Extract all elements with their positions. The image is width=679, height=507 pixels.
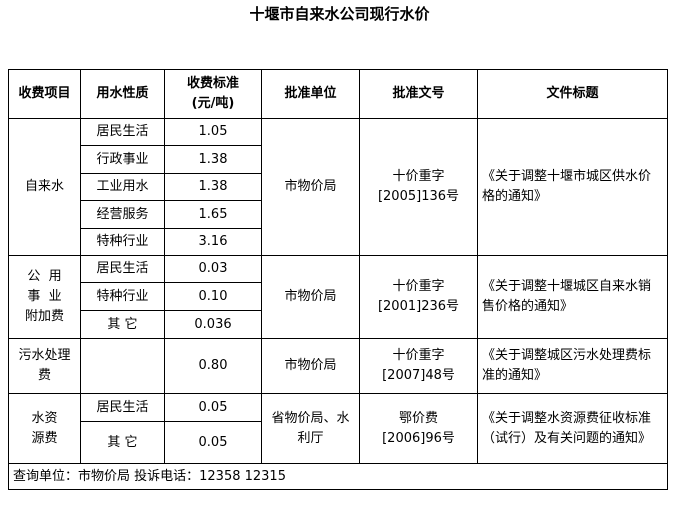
table-row: 污水处理 费 0.80 市物价局 十价重字 [2007]48号 《关于调整城区污… bbox=[8, 338, 668, 394]
doc-no-line1: 鄂价费 bbox=[398, 410, 438, 426]
doc-title-cell: 《关于调整城区污水处理费标准的通知》 bbox=[477, 338, 668, 394]
footer-text: 查询单位：市物价局 投诉电话：12358 12315 bbox=[8, 463, 668, 490]
doc-no-cell: 十价重字 [2007]48号 bbox=[359, 338, 478, 394]
table-row: 行政事业 1.38 bbox=[9, 145, 668, 174]
doc-no-cell: 鄂价费 [2006]96号 bbox=[359, 393, 478, 464]
item-line1: 水资 bbox=[31, 410, 58, 426]
item-line2: 事 业 bbox=[27, 289, 62, 304]
doc-no-line1: 十价重字 bbox=[392, 169, 445, 184]
item-cell: 自来水 bbox=[8, 118, 81, 256]
doc-title-cell: 《关于调整十堰市城区供水价格的通知》 bbox=[477, 118, 668, 256]
price-cell: 1.38 bbox=[164, 173, 262, 201]
table-row: 特种行业 3.16 bbox=[9, 228, 668, 256]
table-row: 其 它 0.05 bbox=[9, 421, 668, 464]
doc-no-line1: 十价重字 bbox=[392, 279, 445, 294]
nature-cell: 其 它 bbox=[80, 421, 165, 464]
footer-row: 查询单位：市物价局 投诉电话：12358 12315 bbox=[8, 463, 668, 490]
nature-cell: 特种行业 bbox=[80, 282, 165, 311]
nature-cell: 经营服务 bbox=[80, 200, 165, 229]
price-cell: 0.80 bbox=[164, 338, 262, 394]
item-line1: 公 用 bbox=[27, 269, 62, 284]
price-cell: 1.05 bbox=[164, 118, 262, 146]
table-header-row: 收费项目 用水性质 收费标准 (元/吨) 批准单位 批准文号 文件标题 bbox=[8, 69, 668, 119]
nature-cell: 居民生活 bbox=[80, 393, 165, 422]
doc-no-line1: 十价重字 bbox=[392, 348, 445, 363]
header-doc-no: 批准文号 bbox=[359, 69, 478, 119]
approver-cell: 市物价局 bbox=[261, 118, 360, 256]
table-row: 公 用 事 业 附加费 居民生活 0.03 市物价局 十价重字 [2001]23… bbox=[8, 255, 668, 339]
item-line2: 费 bbox=[37, 368, 51, 383]
doc-title-cell: 《关于调整十堰城区自来水销售价格的通知》 bbox=[477, 255, 668, 339]
item-line1: 污水处理 bbox=[18, 348, 71, 363]
nature-cell: 特种行业 bbox=[80, 228, 165, 256]
approver-cell: 市物价局 bbox=[261, 255, 360, 339]
doc-no-line2: [2007]48号 bbox=[382, 368, 455, 383]
table-row: 自来水 居民生活 1.05 市物价局 十价重字 [2005]136号 《关于调整… bbox=[8, 118, 668, 256]
doc-no-cell: 十价重字 [2005]136号 bbox=[359, 118, 478, 256]
header-nature: 用水性质 bbox=[80, 69, 165, 119]
header-standard-line2: (元/吨) bbox=[191, 96, 235, 111]
approver-cell: 省物价局、水利厅 bbox=[261, 393, 360, 464]
price-cell: 0.03 bbox=[164, 255, 262, 283]
table-row: 工业用水 1.38 bbox=[9, 173, 668, 201]
header-doc-title: 文件标题 bbox=[477, 69, 668, 119]
doc-no-line2: [2006]96号 bbox=[382, 430, 455, 446]
price-cell: 3.16 bbox=[164, 228, 262, 256]
doc-title-cell: 《关于调整水资源费征收标准（试行）及有关问题的通知》 bbox=[477, 393, 668, 464]
doc-no-line2: [2005]136号 bbox=[377, 189, 460, 204]
nature-cell: 其 它 bbox=[80, 310, 165, 339]
table-row: 其 它 0.036 bbox=[9, 310, 668, 339]
table-row: 水资 源费 居民生活 0.05 省物价局、水利厅 鄂价费 [2006]96号 《… bbox=[8, 393, 668, 464]
table-row: 特种行业 0.10 bbox=[9, 282, 668, 311]
nature-cell: 工业用水 bbox=[80, 173, 165, 201]
item-cell: 水资 源费 bbox=[8, 393, 81, 464]
item-cell: 公 用 事 业 附加费 bbox=[8, 255, 81, 339]
nature-cell: 居民生活 bbox=[80, 255, 165, 283]
header-standard-line1: 收费标准 bbox=[186, 76, 239, 91]
price-cell: 1.65 bbox=[164, 200, 262, 229]
doc-no-line2: [2001]236号 bbox=[377, 299, 460, 314]
header-standard: 收费标准 (元/吨) bbox=[164, 69, 262, 119]
header-item: 收费项目 bbox=[8, 69, 81, 119]
header-approver: 批准单位 bbox=[261, 69, 360, 119]
price-cell: 0.05 bbox=[164, 393, 262, 422]
item-cell: 污水处理 费 bbox=[8, 338, 81, 394]
price-cell: 1.38 bbox=[164, 145, 262, 174]
price-cell: 0.10 bbox=[164, 282, 262, 311]
nature-cell: 行政事业 bbox=[80, 145, 165, 174]
price-cell: 0.05 bbox=[164, 421, 262, 464]
doc-no-cell: 十价重字 [2001]236号 bbox=[359, 255, 478, 339]
nature-cell: 居民生活 bbox=[80, 118, 165, 146]
nature-cell bbox=[80, 338, 165, 394]
price-cell: 0.036 bbox=[164, 310, 262, 339]
approver-cell: 市物价局 bbox=[261, 338, 360, 394]
water-price-table: 收费项目 用水性质 收费标准 (元/吨) 批准单位 批准文号 文件标题 自来水 … bbox=[8, 69, 668, 490]
item-line3: 附加费 bbox=[24, 309, 64, 324]
item-line2: 源费 bbox=[31, 430, 58, 446]
table-row: 经营服务 1.65 bbox=[9, 200, 668, 229]
page-title: 十堰市自来水公司现行水价 bbox=[249, 5, 430, 23]
